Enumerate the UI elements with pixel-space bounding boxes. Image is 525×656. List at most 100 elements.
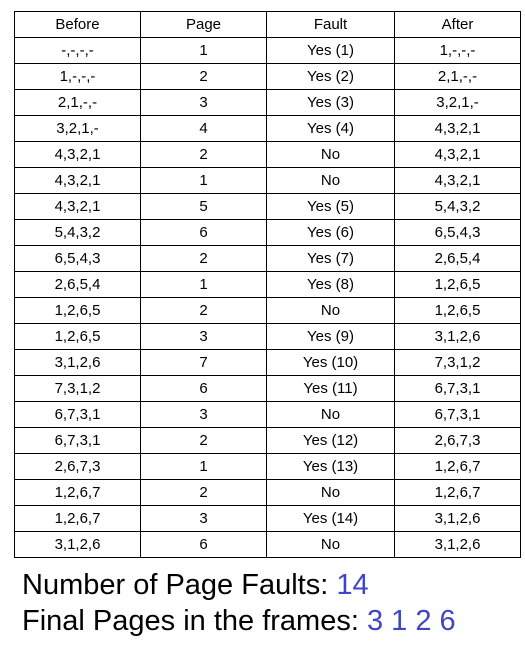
cell-after: 5,4,3,2: [394, 193, 521, 220]
cell-fault: No: [266, 167, 395, 194]
cell-page: 3: [140, 89, 267, 116]
table-row: 5,4,3,2 6 Yes (6) 6,5,4,3: [14, 219, 521, 246]
table-row: 1,2,6,5 3 Yes (9) 3,1,2,6: [14, 323, 521, 350]
cell-fault: Yes (10): [266, 349, 395, 376]
table-row: 1,2,6,5 2 No 1,2,6,5: [14, 297, 521, 324]
cell-before: 1,2,6,5: [14, 297, 141, 324]
cell-after: 7,3,1,2: [394, 349, 521, 376]
final-pages-value: 3 1 2 6: [366, 605, 456, 637]
cell-page: 6: [140, 531, 267, 558]
cell-page: 1: [140, 453, 267, 480]
table-row: 3,2,1,- 4 Yes (4) 4,3,2,1: [14, 115, 521, 142]
cell-fault: No: [266, 141, 395, 168]
cell-fault: No: [266, 297, 395, 324]
table-row: 1,2,6,7 3 Yes (14) 3,1,2,6: [14, 505, 521, 532]
cell-page: 1: [140, 37, 267, 64]
cell-after: 1,2,6,7: [394, 453, 521, 480]
table-row: 1,-,-,- 2 Yes (2) 2,1,-,-: [14, 63, 521, 90]
cell-before: 6,7,3,1: [14, 401, 141, 428]
table-header-row: Before Page Fault After: [14, 11, 521, 38]
table-row: 7,3,1,2 6 Yes (11) 6,7,3,1: [14, 375, 521, 402]
cell-fault: Yes (8): [266, 271, 395, 298]
cell-page: 4: [140, 115, 267, 142]
final-pages-label: Final Pages in the frames:: [22, 605, 359, 637]
cell-before: 7,3,1,2: [14, 375, 141, 402]
cell-page: 5: [140, 193, 267, 220]
table-row: -,-,-,- 1 Yes (1) 1,-,-,-: [14, 37, 521, 64]
cell-after: 4,3,2,1: [394, 167, 521, 194]
cell-after: 2,6,5,4: [394, 245, 521, 272]
cell-before: 2,6,7,3: [14, 453, 141, 480]
cell-after: 1,2,6,7: [394, 479, 521, 506]
cell-after: 3,1,2,6: [394, 505, 521, 532]
cell-before: 2,6,5,4: [14, 271, 141, 298]
header-page: Page: [140, 11, 267, 38]
header-before: Before: [14, 11, 141, 38]
cell-fault: Yes (6): [266, 219, 395, 246]
cell-after: 4,3,2,1: [394, 141, 521, 168]
cell-fault: Yes (5): [266, 193, 395, 220]
table-body: -,-,-,- 1 Yes (1) 1,-,-,- 1,-,-,- 2 Yes (2) 2,1…: [14, 37, 521, 558]
cell-page: 2: [140, 245, 267, 272]
cell-after: 6,7,3,1: [394, 375, 521, 402]
cell-fault: Yes (1): [266, 37, 395, 64]
page-replacement-table-container: Before Page Fault After -,-,-,- 1 Yes (1) 1…: [14, 11, 521, 558]
cell-after: 3,1,2,6: [394, 531, 521, 558]
table-row: 3,1,2,6 7 Yes (10) 7,3,1,2: [14, 349, 521, 376]
cell-after: 6,7,3,1: [394, 401, 521, 428]
cell-fault: No: [266, 479, 395, 506]
cell-page: 1: [140, 167, 267, 194]
cell-fault: Yes (9): [266, 323, 395, 350]
cell-fault: Yes (7): [266, 245, 395, 272]
page-replacement-table: Before Page Fault After -,-,-,- 1 Yes (1) 1…: [14, 11, 521, 558]
cell-fault: Yes (3): [266, 89, 395, 116]
cell-page: 2: [140, 297, 267, 324]
summary: Number of Page Faults: 14 Final Pages in…: [22, 567, 517, 639]
cell-after: 3,1,2,6: [394, 323, 521, 350]
final-pages-summary: Final Pages in the frames: 3 1 2 6: [22, 603, 517, 639]
cell-before: 3,1,2,6: [14, 531, 141, 558]
cell-page: 2: [140, 479, 267, 506]
cell-fault: Yes (14): [266, 505, 395, 532]
cell-before: 4,3,2,1: [14, 167, 141, 194]
cell-page: 3: [140, 401, 267, 428]
table-row: 2,6,7,3 1 Yes (13) 1,2,6,7: [14, 453, 521, 480]
table-row: 4,3,2,1 2 No 4,3,2,1: [14, 141, 521, 168]
table-row: 4,3,2,1 1 No 4,3,2,1: [14, 167, 521, 194]
table-row: 6,5,4,3 2 Yes (7) 2,6,5,4: [14, 245, 521, 272]
cell-after: 2,1,-,-: [394, 63, 521, 90]
cell-page: 6: [140, 375, 267, 402]
cell-before: -,-,-,-: [14, 37, 141, 64]
cell-after: 4,3,2,1: [394, 115, 521, 142]
cell-before: 4,3,2,1: [14, 141, 141, 168]
cell-before: 6,5,4,3: [14, 245, 141, 272]
cell-fault: Yes (2): [266, 63, 395, 90]
cell-fault: No: [266, 531, 395, 558]
cell-after: 1,2,6,5: [394, 271, 521, 298]
cell-page: 2: [140, 141, 267, 168]
cell-before: 4,3,2,1: [14, 193, 141, 220]
cell-fault: No: [266, 401, 395, 428]
cell-before: 2,1,-,-: [14, 89, 141, 116]
cell-before: 1,2,6,7: [14, 479, 141, 506]
cell-before: 6,7,3,1: [14, 427, 141, 454]
page-faults-label: Number of Page Faults:: [22, 569, 329, 601]
cell-after: 6,5,4,3: [394, 219, 521, 246]
table-row: 6,7,3,1 3 No 6,7,3,1: [14, 401, 521, 428]
table-row: 2,1,-,- 3 Yes (3) 3,2,1,-: [14, 89, 521, 116]
cell-before: 3,2,1,-: [14, 115, 141, 142]
cell-before: 3,1,2,6: [14, 349, 141, 376]
header-fault: Fault: [266, 11, 395, 38]
cell-before: 1,2,6,7: [14, 505, 141, 532]
cell-page: 6: [140, 219, 267, 246]
cell-fault: Yes (12): [266, 427, 395, 454]
cell-before: 1,2,6,5: [14, 323, 141, 350]
table-row: 6,7,3,1 2 Yes (12) 2,6,7,3: [14, 427, 521, 454]
cell-page: 2: [140, 63, 267, 90]
cell-page: 7: [140, 349, 267, 376]
header-after: After: [394, 11, 521, 38]
page-faults-summary: Number of Page Faults: 14: [22, 567, 517, 603]
cell-page: 3: [140, 323, 267, 350]
table-row: 3,1,2,6 6 No 3,1,2,6: [14, 531, 521, 558]
table-row: 1,2,6,7 2 No 1,2,6,7: [14, 479, 521, 506]
